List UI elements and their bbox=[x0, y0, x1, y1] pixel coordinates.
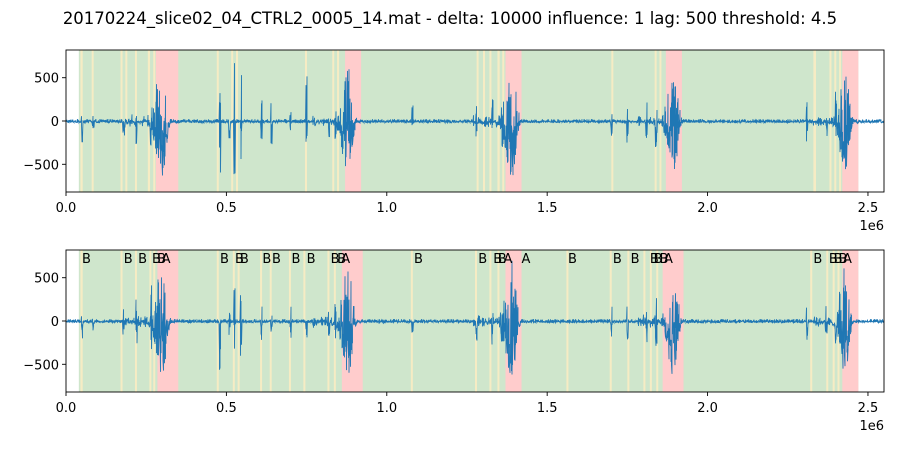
region-b bbox=[826, 250, 829, 392]
region-b bbox=[237, 250, 240, 392]
x-tick-label: 0.0 bbox=[56, 401, 77, 416]
region-a bbox=[155, 50, 179, 192]
event-label: B bbox=[235, 252, 244, 267]
region-b bbox=[654, 50, 657, 192]
event-label: B bbox=[240, 252, 249, 267]
event-label: B bbox=[331, 252, 340, 267]
plot-area bbox=[66, 250, 884, 392]
event-label: B bbox=[829, 252, 838, 267]
signal-line bbox=[66, 63, 884, 176]
x-tick-label: 2.0 bbox=[697, 201, 718, 216]
event-label: B bbox=[157, 252, 166, 267]
event-label: A bbox=[504, 252, 513, 267]
event-label: B bbox=[834, 252, 843, 267]
event-label: B bbox=[498, 252, 507, 267]
event-label: B bbox=[650, 252, 659, 267]
event-label: B bbox=[124, 252, 133, 267]
region-b bbox=[475, 250, 477, 392]
x-tick-label: 2.5 bbox=[858, 401, 879, 416]
event-label: B bbox=[659, 252, 668, 267]
region-b bbox=[832, 250, 835, 392]
x-tick-label: 0.5 bbox=[216, 201, 237, 216]
event-label: A bbox=[162, 252, 171, 267]
event-label: B bbox=[82, 252, 91, 267]
x-tick-label: 0.0 bbox=[56, 201, 77, 216]
region-b bbox=[260, 250, 263, 392]
event-label: A bbox=[341, 252, 350, 267]
region-b bbox=[609, 250, 612, 392]
event-label: B bbox=[568, 252, 577, 267]
event-label: B bbox=[613, 252, 622, 267]
event-label: B bbox=[220, 252, 229, 267]
region-b bbox=[839, 50, 842, 192]
event-label: B bbox=[493, 252, 502, 267]
event-label: B bbox=[838, 252, 847, 267]
x-tick-label: 2.0 bbox=[697, 401, 718, 416]
signal-line bbox=[66, 260, 884, 375]
event-label: A bbox=[664, 252, 673, 267]
y-tick-label: −500 bbox=[23, 158, 59, 173]
x-tick-label: 2.5 bbox=[858, 201, 879, 216]
x-tick-label: 1.5 bbox=[537, 201, 558, 216]
x-tick-label: 0.5 bbox=[216, 401, 237, 416]
chart-title: 20170224_slice02_04_CTRL2_0005_14.mat - … bbox=[63, 9, 837, 29]
y-tick-label: 500 bbox=[34, 72, 59, 87]
event-label: B bbox=[272, 252, 281, 267]
event-label: B bbox=[478, 252, 487, 267]
plot-area bbox=[66, 50, 884, 192]
y-tick-label: −500 bbox=[23, 358, 59, 373]
event-label: A bbox=[843, 252, 852, 267]
x-tick-label: 1.0 bbox=[376, 401, 397, 416]
panel-1: 500 0 −500 0.0 0.5 1.0 1.5 2.0 2.5 1e6 bbox=[23, 49, 885, 234]
event-label: B bbox=[631, 252, 640, 267]
region-b bbox=[829, 50, 832, 192]
y-tick-label: 500 bbox=[34, 272, 59, 287]
region-a bbox=[341, 250, 363, 392]
x-tick-label: 1.5 bbox=[537, 401, 558, 416]
event-label: A bbox=[522, 252, 531, 267]
event-label: B bbox=[262, 252, 271, 267]
y-tick-label: 0 bbox=[51, 315, 59, 330]
event-label: B bbox=[307, 252, 316, 267]
event-label: B bbox=[138, 252, 147, 267]
x-offset-label: 1e6 bbox=[859, 219, 884, 234]
event-label: B bbox=[813, 252, 822, 267]
y-tick-label: 0 bbox=[51, 115, 59, 130]
event-label: B bbox=[654, 252, 663, 267]
event-label: B bbox=[337, 252, 346, 267]
event-label: B bbox=[414, 252, 423, 267]
event-label: B bbox=[152, 252, 161, 267]
region-b bbox=[153, 250, 156, 392]
x-tick-label: 1.0 bbox=[376, 201, 397, 216]
event-label: B bbox=[292, 252, 301, 267]
region-b bbox=[410, 250, 413, 392]
x-offset-label: 1e6 bbox=[859, 419, 884, 434]
